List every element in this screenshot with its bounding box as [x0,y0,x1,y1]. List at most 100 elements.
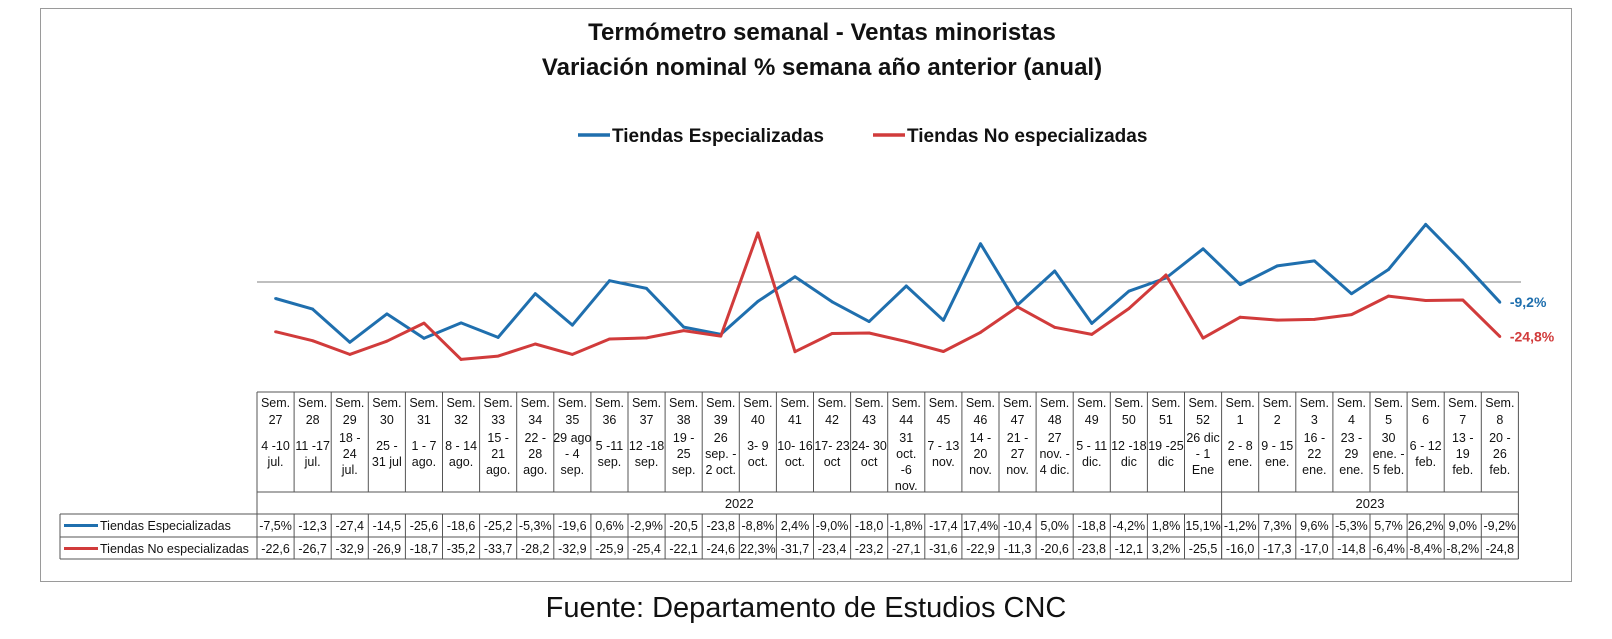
week-label-29: Sem. 4 [1337,396,1366,427]
week-label-33: Sem. 8 [1485,396,1514,427]
date-label-7: 22 -28 ago. [523,431,547,477]
date-label-23: 12 -18 dic [1111,439,1146,469]
table-value-0-15: -9,0% [816,519,849,533]
date-label-4: 1 - 7 ago. [411,439,436,469]
data-point-1-10 [645,336,648,340]
date-label-18: 7 - 13 nov. [927,439,959,469]
data-point-1-20 [1016,305,1019,309]
end-label-1: -24,8% [1510,329,1555,345]
table-value-0-27: 7,3% [1263,519,1292,533]
table-value-0-16: -18,0 [855,519,884,533]
week-label-8: Sem. 35 [558,396,587,427]
data-point-0-25 [1201,247,1205,251]
data-point-1-6 [496,354,500,358]
table-value-1-12: -24,6 [707,542,736,556]
data-point-0-9 [608,279,611,283]
date-label-31: 6 - 12 feb. [1410,439,1442,469]
series-line-1 [275,231,1501,361]
date-label-11: 19 -25 sep. [672,431,696,477]
data-point-0-26 [1238,283,1242,287]
table-value-1-11: -22,1 [669,542,698,556]
date-label-9: 5 -11 sep. [596,439,624,469]
date-label-26: 2 - 8 ene. [1228,439,1253,469]
source-note: Fuente: Departamento de Estudios CNC [545,592,1067,624]
table-value-0-31: 26,2% [1408,519,1443,533]
data-point-0-28 [1312,259,1316,263]
table-value-1-13: 22,3% [740,542,775,556]
data-point-1-7 [533,342,537,346]
table-value-0-29: -5,3% [1335,519,1368,533]
data-point-1-4 [422,321,426,325]
data-point-0-0 [274,297,277,300]
table-series-name-0: Tiendas Especializadas [100,519,231,533]
data-point-1-23 [1127,307,1131,311]
data-point-1-13 [756,231,760,235]
table-value-0-10: -2,9% [630,519,663,533]
date-label-29: 23 -29 ene. [1339,431,1363,477]
week-label-19: Sem. 46 [966,396,995,427]
date-label-32: 13 -19 feb. [1452,431,1474,477]
week-label-0: Sem. 27 [261,396,290,427]
week-label-24: Sem. 51 [1151,396,1180,427]
data-point-0-29 [1350,292,1353,296]
table-value-0-0: -7,5% [259,519,292,533]
week-label-23: Sem. 50 [1114,396,1143,427]
data-point-0-7 [533,292,537,296]
table-value-1-26: -16,0 [1226,542,1255,556]
week-label-17: Sem. 44 [892,396,921,427]
table-value-1-15: -23,4 [818,542,847,556]
data-point-0-3 [385,312,389,316]
week-label-22: Sem. 49 [1077,396,1106,427]
week-label-2: Sem. 29 [335,396,364,427]
data-point-0-4 [422,336,426,340]
data-point-0-15 [830,300,834,304]
year-label-1: 2023 [1356,496,1385,511]
data-point-1-8 [570,352,574,356]
table-value-0-26: -1,2% [1224,519,1257,533]
data-point-1-26 [1238,315,1242,319]
week-label-14: Sem. 41 [780,396,809,427]
week-label-7: Sem. 34 [521,396,550,427]
data-point-1-2 [348,352,352,356]
date-label-21: 27 nov. -4 dic. [1039,431,1069,477]
table-value-1-29: -14,8 [1337,542,1366,556]
data-point-0-21 [1053,269,1057,273]
table-value-1-33: -24,8 [1486,542,1515,556]
data-point-1-33 [1498,335,1502,338]
data-point-1-32 [1461,298,1465,302]
table-value-0-21: 5,0% [1040,519,1069,533]
data-point-0-2 [348,340,352,344]
data-point-1-5 [459,358,463,361]
date-label-22: 5 - 11 dic. [1076,439,1107,469]
week-label-1: Sem. 28 [298,396,327,427]
date-label-6: 15 -21 ago. [486,431,510,477]
table-value-1-19: -22,9 [966,542,995,556]
table-value-0-13: -8,8% [742,519,775,533]
data-point-0-31 [1424,222,1428,226]
date-label-12: 26 sep. -2 oct. [705,431,736,477]
table-value-0-17: -1,8% [890,519,923,533]
data-point-1-0 [274,330,277,334]
data-point-0-19 [979,242,982,246]
table-value-1-17: -27,1 [892,542,921,556]
date-label-10: 12 -18 sep. [629,439,664,469]
table-value-0-23: -4,2% [1113,519,1146,533]
table-value-0-18: -17,4 [929,519,958,533]
chart-frame [40,8,1572,582]
date-label-33: 20 -26 feb. [1489,431,1511,477]
table-value-1-0: -22,6 [261,542,290,556]
data-point-1-14 [793,350,797,354]
table-value-0-19: 17,4% [963,519,998,533]
data-point-0-13 [756,299,760,303]
data-point-1-31 [1424,299,1428,302]
data-point-1-16 [867,331,871,335]
date-label-14: 10- 16 oct. [777,439,812,469]
table-value-1-9: -25,9 [595,542,624,556]
table-value-1-5: -35,2 [447,542,476,556]
date-label-16: 24- 30 oct [851,439,886,469]
date-label-27: 9 - 15 ene. [1261,439,1293,469]
table-value-0-30: 5,7% [1374,519,1403,533]
table-value-0-33: -9,2% [1484,519,1517,533]
week-label-31: Sem. 6 [1411,396,1440,427]
